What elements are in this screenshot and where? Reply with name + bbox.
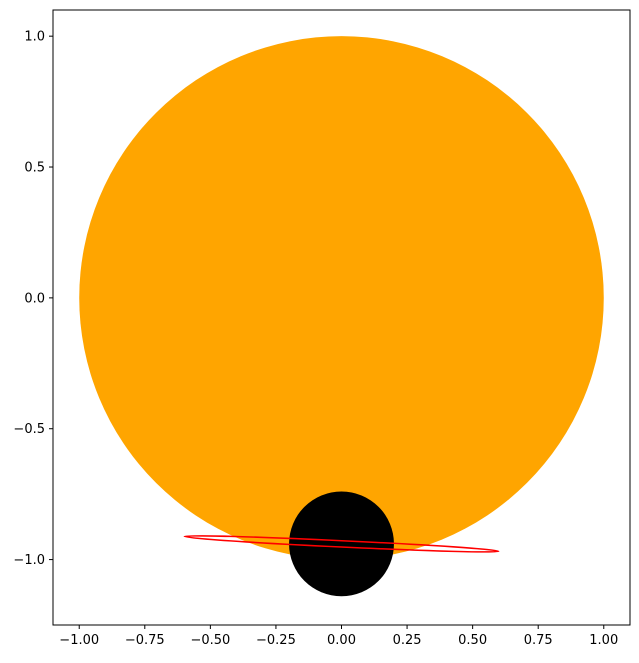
x-tick-label: 0.25 bbox=[393, 633, 422, 648]
x-tick-label: 0.75 bbox=[524, 633, 553, 648]
x-tick-label: 1.00 bbox=[589, 633, 618, 648]
y-tick-label: 1.0 bbox=[24, 30, 45, 45]
x-axis: −1.00 −0.75 −0.50 −0.25 0.00 0.25 0.50 0.75 1.00 bbox=[59, 625, 618, 648]
x-tick-label: −0.25 bbox=[256, 633, 296, 648]
y-axis: 1.0 0.5 0.0 −0.5 −1.0 bbox=[13, 30, 53, 568]
x-tick-label: 0.50 bbox=[458, 633, 487, 648]
ring-shape bbox=[183, 535, 500, 553]
x-tick-label: −0.50 bbox=[190, 633, 230, 648]
x-tick-label: 0.00 bbox=[327, 633, 356, 648]
x-tick-label: −0.75 bbox=[125, 633, 165, 648]
star-shape bbox=[79, 36, 604, 560]
y-tick-label: −1.0 bbox=[13, 553, 45, 568]
x-tick-label: −1.00 bbox=[59, 633, 99, 648]
planet-shape bbox=[289, 491, 394, 597]
y-tick-label: −0.5 bbox=[13, 422, 45, 437]
shapes-layer bbox=[79, 36, 604, 597]
y-tick-label: 0.0 bbox=[24, 291, 45, 306]
y-tick-label: 0.5 bbox=[24, 161, 45, 176]
